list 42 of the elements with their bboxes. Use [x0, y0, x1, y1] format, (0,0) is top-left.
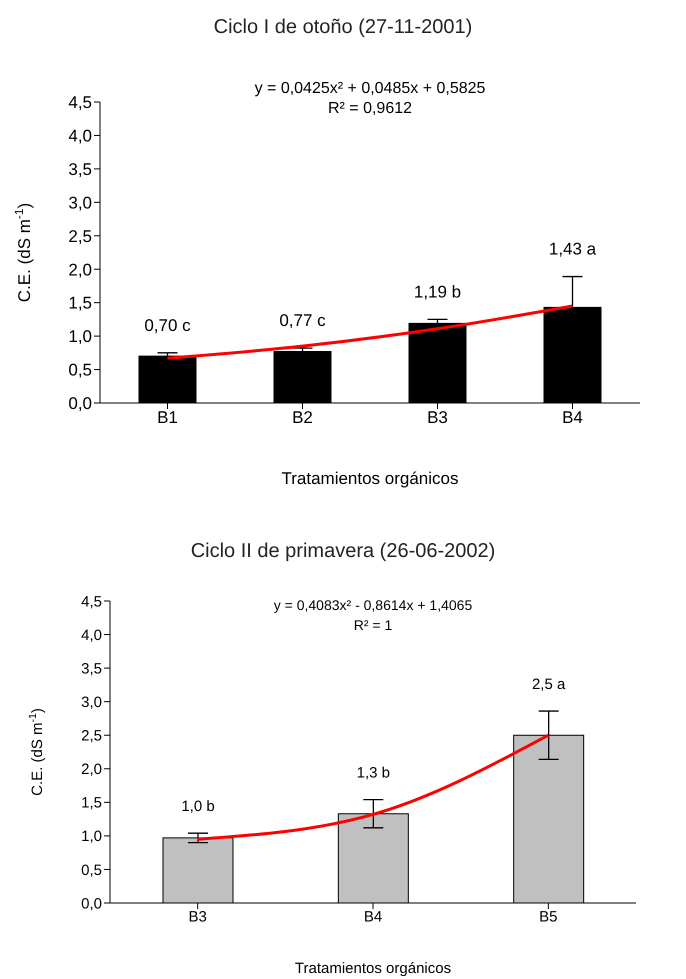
- x-tick-label: B5: [539, 908, 558, 926]
- y-tick-label: 1,5: [81, 794, 102, 812]
- x-axis-title: Tratamientos orgánicos: [281, 469, 459, 488]
- data-label: 1,19 b: [414, 282, 462, 302]
- y-tick-label: 2,0: [81, 761, 102, 778]
- x-axis-title: Tratamientos orgánicos: [294, 960, 452, 977]
- y-tick-label: 1,0: [68, 327, 92, 346]
- x-tick-label: B3: [188, 908, 207, 926]
- x-tick-label: B1: [157, 408, 178, 428]
- x-tick-label: B2: [292, 408, 313, 428]
- annotation: R² = 0,9612: [326, 100, 414, 118]
- x-tick-label: B3: [427, 408, 448, 428]
- y-tick-label: 0,5: [81, 862, 102, 879]
- data-label: 1,3 b: [356, 764, 390, 782]
- y-tick-label: 3,5: [68, 160, 92, 179]
- chart-title: Ciclo II de primavera (26-06-2002): [190, 540, 496, 563]
- y-tick-label: 4,0: [81, 626, 102, 644]
- y-tick-label: 3,0: [81, 694, 102, 711]
- y-tick-label: 2,5: [81, 728, 102, 745]
- y-tick-label: 0,5: [68, 360, 92, 380]
- y-tick-label: 4,5: [68, 93, 92, 112]
- y-tick-label: 4,0: [68, 126, 92, 146]
- x-tick-label: B4: [562, 408, 583, 428]
- y-tick-label: 4,5: [81, 593, 102, 610]
- y-tick-label: 3,0: [68, 193, 92, 212]
- x-tick-label: B4: [364, 908, 382, 926]
- y-tick-label: 3,5: [81, 660, 102, 678]
- annotation: y = 0,4083x² - 0,8614x + 1,4065: [272, 597, 474, 613]
- data-label: 2,5 a: [532, 676, 566, 694]
- y-tick-label: 2,0: [68, 260, 92, 280]
- chart-title: Ciclo I de otoño (27-11-2001): [212, 16, 474, 39]
- data-label: 0,77 c: [279, 311, 326, 330]
- y-tick-label: 2,5: [68, 226, 92, 246]
- data-label: 1,0 b: [181, 798, 215, 816]
- text: y = 0,0425x² + 0,0485x + 0,5825: [254, 80, 486, 98]
- annotation: R² = 1: [352, 617, 394, 633]
- y-tick-label: 1,5: [68, 294, 92, 313]
- data-label: 1,43 a: [548, 240, 597, 259]
- data-label: 0,70 c: [144, 316, 192, 335]
- y-tick-label: 0,0: [81, 895, 102, 912]
- y-tick-label: 1,0: [81, 828, 102, 846]
- y-tick-label: 0,0: [68, 394, 92, 414]
